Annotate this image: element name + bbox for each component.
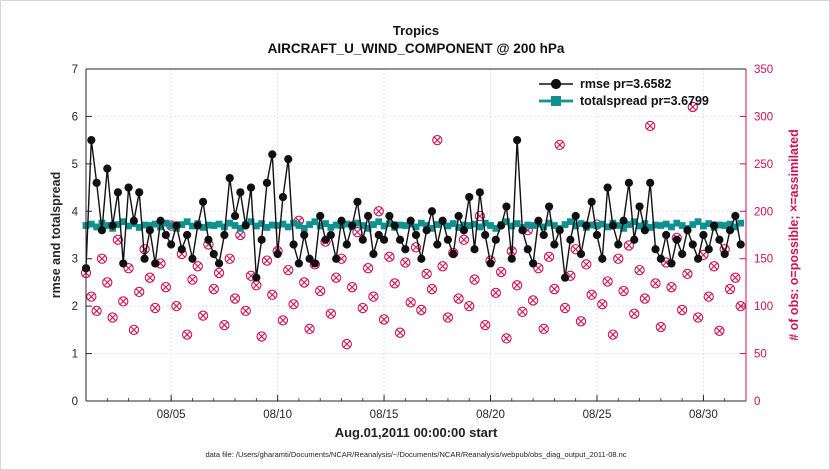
svg-text:300: 300 — [754, 111, 773, 123]
y-axis-label-left: rmse and totalspread — [49, 171, 63, 299]
svg-text:2: 2 — [72, 301, 78, 313]
svg-text:08/10: 08/10 — [263, 409, 292, 421]
svg-text:0: 0 — [754, 396, 760, 408]
x-axis-label: Aug.01,2011 00:00:00 start — [334, 425, 498, 440]
legend-label-rmse: rmse pr=3.6582 — [580, 77, 672, 91]
svg-text:1: 1 — [72, 349, 78, 361]
series-rmse — [81, 136, 745, 282]
legend: rmse pr=3.6582 totalspread pr=3.6799 — [538, 77, 709, 108]
data-file-footnote: data file: /Users/gharamti/Documents/NCA… — [205, 450, 627, 459]
rmse-legend-marker-icon — [539, 78, 573, 90]
svg-text:7: 7 — [72, 64, 78, 76]
svg-text:5: 5 — [72, 159, 78, 171]
y-axis-label-right: # of obs: o=possible; ×=assimilated — [787, 129, 801, 341]
svg-text:0: 0 — [72, 396, 78, 408]
svg-text:08/25: 08/25 — [583, 409, 612, 421]
legend-label-totalspread: totalspread pr=3.6799 — [580, 94, 709, 108]
legend-item-rmse: rmse pr=3.6582 — [538, 77, 709, 91]
svg-text:08/15: 08/15 — [370, 409, 399, 421]
svg-text:6: 6 — [72, 111, 78, 123]
svg-text:50: 50 — [754, 349, 767, 361]
svg-text:200: 200 — [754, 206, 773, 218]
svg-text:100: 100 — [754, 301, 773, 313]
svg-text:08/30: 08/30 — [689, 409, 718, 421]
svg-text:250: 250 — [754, 159, 773, 171]
tick-labels: 08/05 08/10 08/15 08/20 08/25 08/30 0 1 2 3 4 5 6 7 0 5… — [72, 64, 774, 421]
svg-text:150: 150 — [754, 254, 773, 266]
axis-ticks — [85, 68, 746, 402]
svg-text:350: 350 — [754, 64, 773, 76]
svg-text:08/20: 08/20 — [476, 409, 505, 421]
svg-text:08/05: 08/05 — [157, 409, 186, 421]
legend-item-totalspread: totalspread pr=3.6799 — [538, 94, 709, 108]
chart-title-line1: Tropics — [392, 23, 440, 38]
axis-spines — [85, 68, 747, 402]
grid — [86, 69, 746, 401]
totalspread-legend-marker-icon — [539, 96, 573, 106]
chart-title-line2: AIRCRAFT_U_WIND_COMPONENT @ 200 hPa — [267, 41, 565, 56]
svg-text:3: 3 — [72, 254, 78, 266]
svg-text:4: 4 — [72, 206, 79, 218]
